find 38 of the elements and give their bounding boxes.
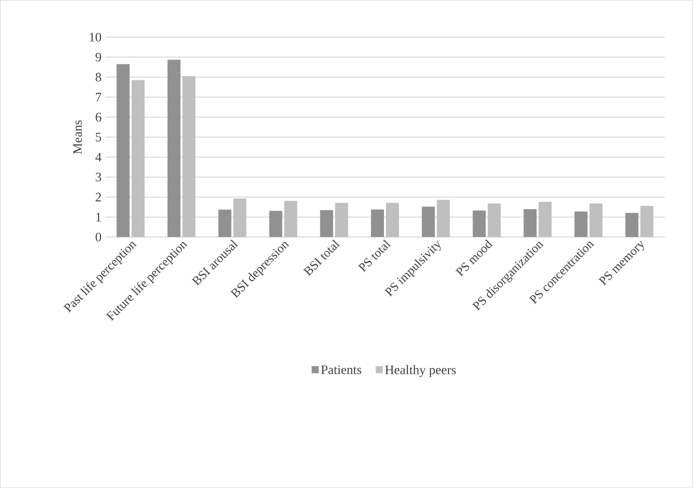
bar [132, 80, 145, 238]
y-tick-label: 4 [95, 152, 102, 162]
bar [370, 209, 384, 238]
bar [524, 209, 537, 238]
y-tick-label: 2 [96, 192, 101, 202]
y-tick-label: 6 [96, 112, 102, 122]
y-tick-label: 9 [96, 52, 102, 62]
bar [538, 202, 552, 238]
bar [269, 210, 282, 238]
bar [472, 210, 486, 238]
legend-label: Patients [321, 365, 362, 374]
bar [488, 203, 501, 238]
y-tick-label: 8 [96, 72, 102, 82]
bar [167, 60, 180, 238]
x-tick-label: BSI total [303, 240, 340, 276]
bar [640, 206, 654, 238]
legend-label: Healthy peers [385, 365, 456, 377]
y-tick-label: 5 [96, 132, 102, 142]
y-tick-label: 0 [96, 232, 102, 242]
bar [116, 64, 130, 238]
bar [284, 200, 298, 238]
bar [436, 200, 450, 238]
y-tick-label: 1 [96, 212, 101, 222]
bar [233, 198, 246, 238]
bar [320, 210, 334, 238]
y-tick-label: 7 [96, 92, 102, 102]
x-tick-label: PS total [358, 240, 391, 272]
bar [218, 210, 232, 238]
y-axis-title: Means [73, 120, 82, 154]
bar [574, 211, 588, 238]
bar [589, 203, 602, 238]
bar [625, 212, 638, 238]
y-tick-label: 3 [96, 172, 102, 182]
bar [386, 202, 399, 238]
bar [182, 76, 196, 238]
y-tick-label: 10 [90, 32, 102, 42]
bar [335, 202, 348, 238]
bar [422, 206, 435, 238]
